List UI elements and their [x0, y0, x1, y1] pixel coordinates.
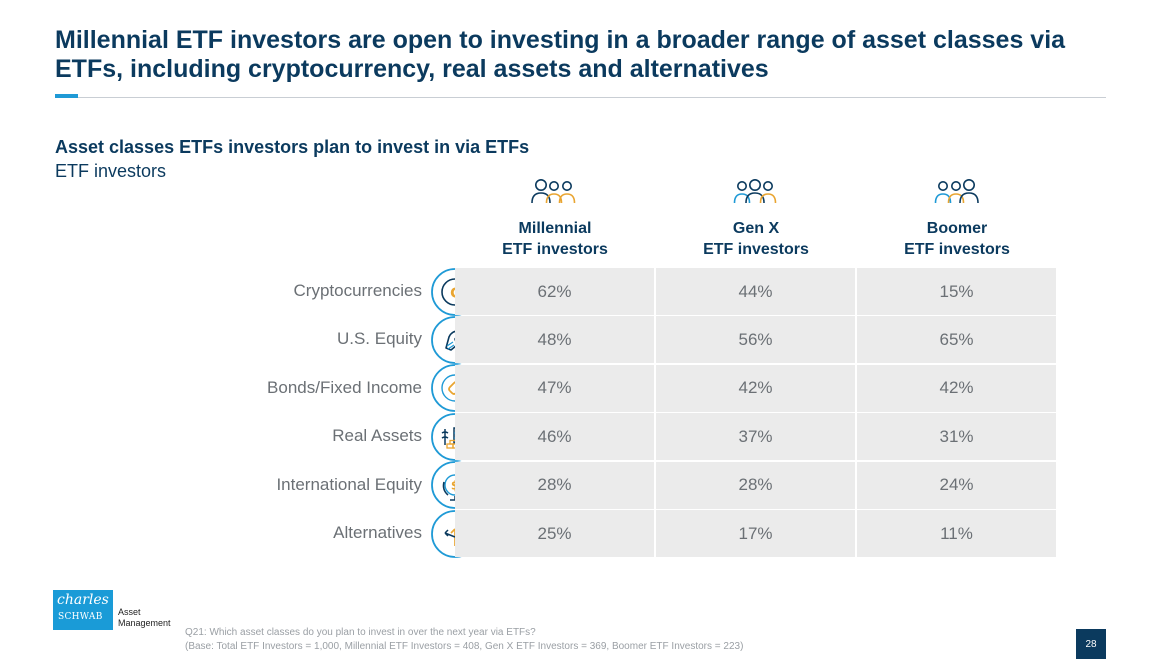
table-cell-millennial: 47% [455, 364, 654, 412]
table-cell-millennial: 46% [455, 413, 654, 461]
table-cell-millennial: 62% [455, 268, 654, 315]
table-cell-boomer: 31% [857, 413, 1056, 461]
title-accent-bar [55, 94, 78, 98]
table-row: 28% 28% 24% [455, 461, 1056, 509]
chart-title: Asset classes ETFs investors plan to inv… [55, 137, 530, 157]
table-cell-millennial: 28% [455, 461, 654, 509]
chart-subtitle: ETF investors [55, 161, 167, 181]
logo-subtext-line2: Management [118, 618, 171, 628]
row-label-alternatives: Alternatives [333, 523, 422, 542]
logo-line-schwab: SCHWAB [58, 612, 103, 622]
column-header-line1: Gen X [732, 220, 780, 237]
table-cell-millennial: 48% [455, 316, 654, 364]
logo-line-charles: charles [57, 592, 109, 608]
row-label-cryptocurrencies: Cryptocurrencies [293, 281, 423, 300]
column-header-line2: ETF investors [502, 241, 608, 258]
people-group-icon [857, 178, 1057, 211]
table-cell-gen-x: 44% [656, 268, 855, 315]
table-row: 62% 44% 15% [455, 268, 1056, 315]
table-cell-gen-x: 42% [656, 364, 855, 412]
table-cell-boomer: 65% [857, 316, 1056, 364]
page-number: 28 [1076, 629, 1106, 659]
table-row: 25% 17% 11% [455, 510, 1056, 557]
people-group-icon [656, 178, 856, 211]
column-header-line2: ETF investors [703, 241, 809, 258]
column-header-label: Gen X ETF investors [656, 218, 856, 260]
column-header-boomer: Boomer ETF investors [857, 178, 1057, 260]
table-cell-boomer: 15% [857, 268, 1056, 315]
table-row: 48% 56% 65% [455, 316, 1056, 364]
table-cell-boomer: 42% [857, 364, 1056, 412]
title-divider [55, 97, 1106, 98]
row-label-international-equity: International Equity [276, 474, 422, 494]
logo-subtext: Asset Management [118, 607, 171, 629]
schwab-logo: charles SCHWAB [53, 590, 113, 630]
column-header-line1: Millennial [518, 220, 592, 237]
row-label-real-assets: Real Assets [332, 426, 422, 446]
data-table: 62% 44% 15% 48% 56% 65% 47% 42% 42% 46% 37% 31% 28% 2… [455, 268, 1056, 557]
table-row: 46% 37% 31% [455, 413, 1056, 461]
table-cell-gen-x: 56% [656, 316, 855, 364]
column-header-line1: Boomer [926, 220, 988, 237]
page-title: Millennial ETF investors are open to inv… [55, 26, 1066, 83]
people-group-icon [455, 178, 655, 211]
table-cell-boomer: 24% [857, 461, 1056, 509]
table-cell-gen-x: 37% [656, 413, 855, 461]
row-label-bonds-fixed-income: Bonds/Fixed Income [267, 377, 422, 397]
column-header-label: Boomer ETF investors [857, 218, 1057, 260]
row-label-u-s-equity: U.S. Equity [336, 329, 422, 349]
table-cell-millennial: 25% [455, 510, 654, 557]
column-header-gen-x: Gen X ETF investors [656, 178, 856, 260]
column-header-millennial: Millennial ETF investors [455, 178, 655, 260]
logo-subtext-line1: Asset [118, 607, 141, 617]
table-cell-gen-x: 28% [656, 461, 855, 509]
footnote: Q21: Which asset classes do you plan to … [185, 626, 743, 654]
footnote-question: Q21: Which asset classes do you plan to … [185, 627, 536, 638]
table-cell-boomer: 11% [857, 510, 1056, 557]
footnote-base: (Base: Total ETF Investors = 1,000, Mill… [185, 641, 744, 652]
table-row: 47% 42% 42% [455, 364, 1056, 412]
column-header-line2: ETF investors [904, 241, 1010, 258]
column-header-label: Millennial ETF investors [455, 218, 655, 260]
table-cell-gen-x: 17% [656, 510, 855, 557]
